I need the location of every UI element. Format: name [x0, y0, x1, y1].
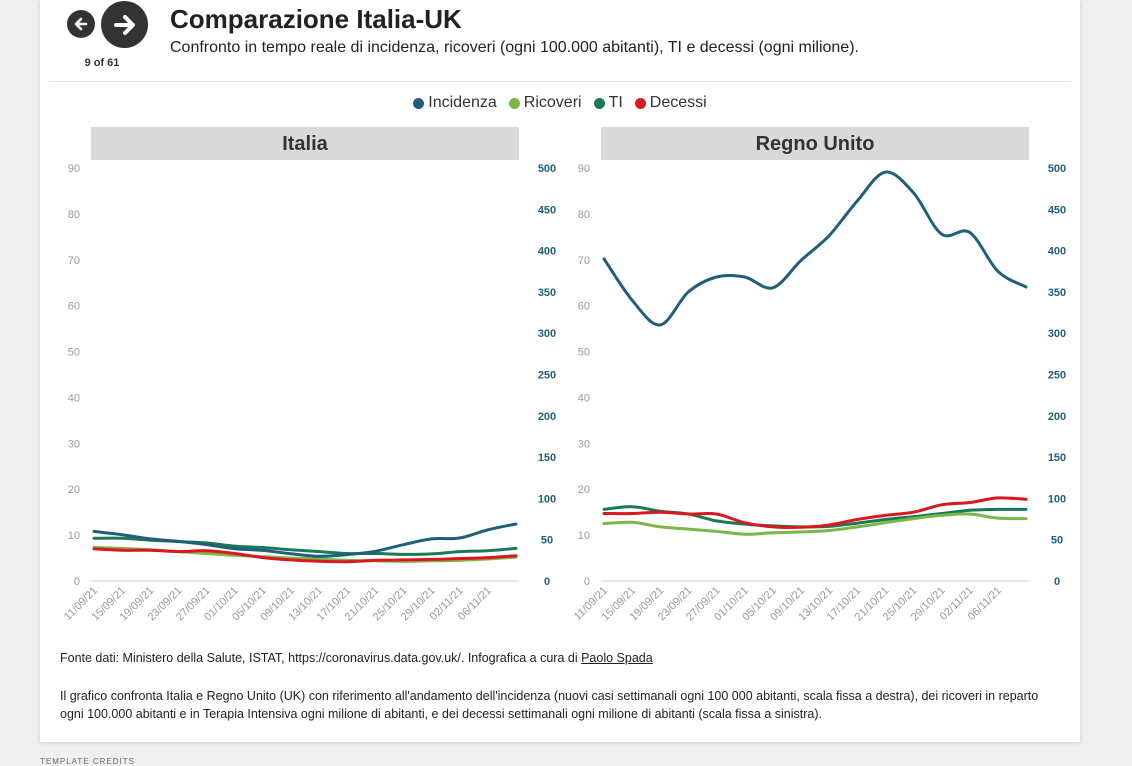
- y-left-tick-label: 0: [74, 576, 80, 588]
- legend-label: Incidenza: [428, 94, 497, 111]
- y-left-tick-label: 50: [578, 347, 590, 359]
- legend-swatch: [634, 97, 646, 109]
- y-right-tick-label: 150: [538, 452, 556, 464]
- y-left-tick-label: 10: [578, 530, 590, 542]
- y-right-tick-label: 450: [1048, 204, 1066, 216]
- y-left-tick-label: 80: [68, 209, 80, 221]
- y-left-tick-label: 70: [68, 255, 80, 267]
- series-line-incidenza: [92, 522, 518, 558]
- legend-label: TI: [608, 94, 623, 111]
- y-right-tick-label: 350: [1048, 287, 1066, 299]
- page-subtitle: Confronto in tempo reale di incidenza, r…: [170, 39, 859, 56]
- y-right-tick-label: 400: [1048, 246, 1066, 258]
- y-left-tick-label: 30: [578, 438, 590, 450]
- y-left-tick-label: 50: [68, 347, 80, 359]
- panel-header: [601, 127, 1029, 160]
- y-right-tick-label: 50: [1051, 535, 1063, 547]
- y-left-tick-label: 0: [584, 576, 590, 588]
- legend-swatch: [413, 97, 425, 109]
- y-right-tick-label: 0: [1054, 576, 1060, 588]
- slide-counter: 9 of 61: [84, 57, 120, 69]
- source-text: Fonte dati: Ministero della Salute, ISTA…: [60, 651, 582, 665]
- legend-swatch: [508, 97, 520, 109]
- y-right-tick-label: 100: [1048, 493, 1066, 505]
- chart-legend: Incidenza Ricoveri TI Decessi: [40, 94, 1080, 112]
- panel-header: [91, 127, 519, 160]
- y-left-tick-label: 10: [68, 530, 80, 542]
- panel-title: Italia: [282, 133, 328, 155]
- series-line-incidenza: [602, 170, 1028, 327]
- y-right-tick-label: 350: [538, 287, 556, 299]
- y-right-tick-label: 300: [1048, 328, 1066, 340]
- y-right-tick-label: 50: [541, 535, 553, 547]
- legend-item-incidenza[interactable]: Incidenza: [413, 94, 497, 112]
- y-left-tick-label: 90: [578, 163, 590, 175]
- y-right-tick-label: 500: [538, 163, 556, 175]
- y-right-tick-label: 200: [538, 411, 556, 423]
- previous-button[interactable]: [67, 10, 95, 38]
- y-left-tick-label: 40: [68, 392, 80, 404]
- y-left-tick-label: 80: [578, 209, 590, 221]
- y-right-tick-label: 150: [1048, 452, 1066, 464]
- author-link[interactable]: Paolo Spada: [581, 651, 653, 665]
- next-button[interactable]: [101, 1, 148, 48]
- y-left-tick-label: 20: [68, 484, 80, 496]
- series-line-decessi: [602, 496, 1028, 529]
- chart-panel-1: Regno Unito 0 10 20 30 40 50 60 70 80 90 0 50 100 150 2…: [572, 127, 1066, 623]
- y-left-tick-label: 70: [578, 255, 590, 267]
- legend-item-ricoveri[interactable]: Ricoveri: [508, 94, 582, 112]
- chart-description: Il grafico confronta Italia e Regno Unit…: [60, 689, 1039, 721]
- series-line-ti: [602, 505, 1028, 529]
- arrow-right-icon: [113, 14, 135, 35]
- chart-panel-0: Italia 0 10 20 30 40 50 60 70 80 90 0 50 100 150 200 250…: [62, 127, 556, 623]
- legend-item-decessi[interactable]: Decessi: [634, 94, 707, 112]
- y-right-tick-label: 500: [1048, 163, 1066, 175]
- legend-label: Ricoveri: [523, 94, 582, 111]
- infographic-card: 9 of 61 Comparazione Italia-UK Confronto…: [40, 0, 1080, 742]
- charts-area: Italia0102030405060708090050100150200250…: [62, 127, 1066, 623]
- legend-item-ti[interactable]: TI: [593, 94, 623, 112]
- series-line-decessi: [92, 547, 518, 564]
- y-right-tick-label: 200: [1048, 411, 1066, 423]
- y-right-tick-label: 450: [538, 204, 556, 216]
- y-left-tick-label: 90: [68, 163, 80, 175]
- template-credits: TEMPLATE CREDITS: [40, 757, 135, 766]
- y-right-tick-label: 400: [538, 246, 556, 258]
- y-right-tick-label: 250: [1048, 370, 1066, 382]
- y-left-tick-label: 60: [578, 301, 590, 313]
- y-left-tick-label: 40: [578, 392, 590, 404]
- legend-label: Decessi: [649, 94, 707, 111]
- y-right-tick-label: 300: [538, 328, 556, 340]
- page-title: Comparazione Italia-UK: [170, 4, 462, 34]
- y-right-tick-label: 250: [538, 370, 556, 382]
- y-left-tick-label: 30: [68, 438, 80, 450]
- arrow-left-icon: [74, 17, 88, 31]
- y-left-tick-label: 20: [578, 484, 590, 496]
- panel-title: Regno Unito: [756, 133, 875, 155]
- y-right-tick-label: 0: [544, 576, 550, 588]
- legend-swatch: [593, 97, 605, 109]
- y-right-tick-label: 100: [538, 493, 556, 505]
- data-source: Fonte dati: Ministero della Salute, ISTA…: [60, 651, 653, 665]
- series-line-ricoveri: [602, 512, 1028, 536]
- y-left-tick-label: 60: [68, 301, 80, 313]
- header-divider: [50, 81, 1070, 82]
